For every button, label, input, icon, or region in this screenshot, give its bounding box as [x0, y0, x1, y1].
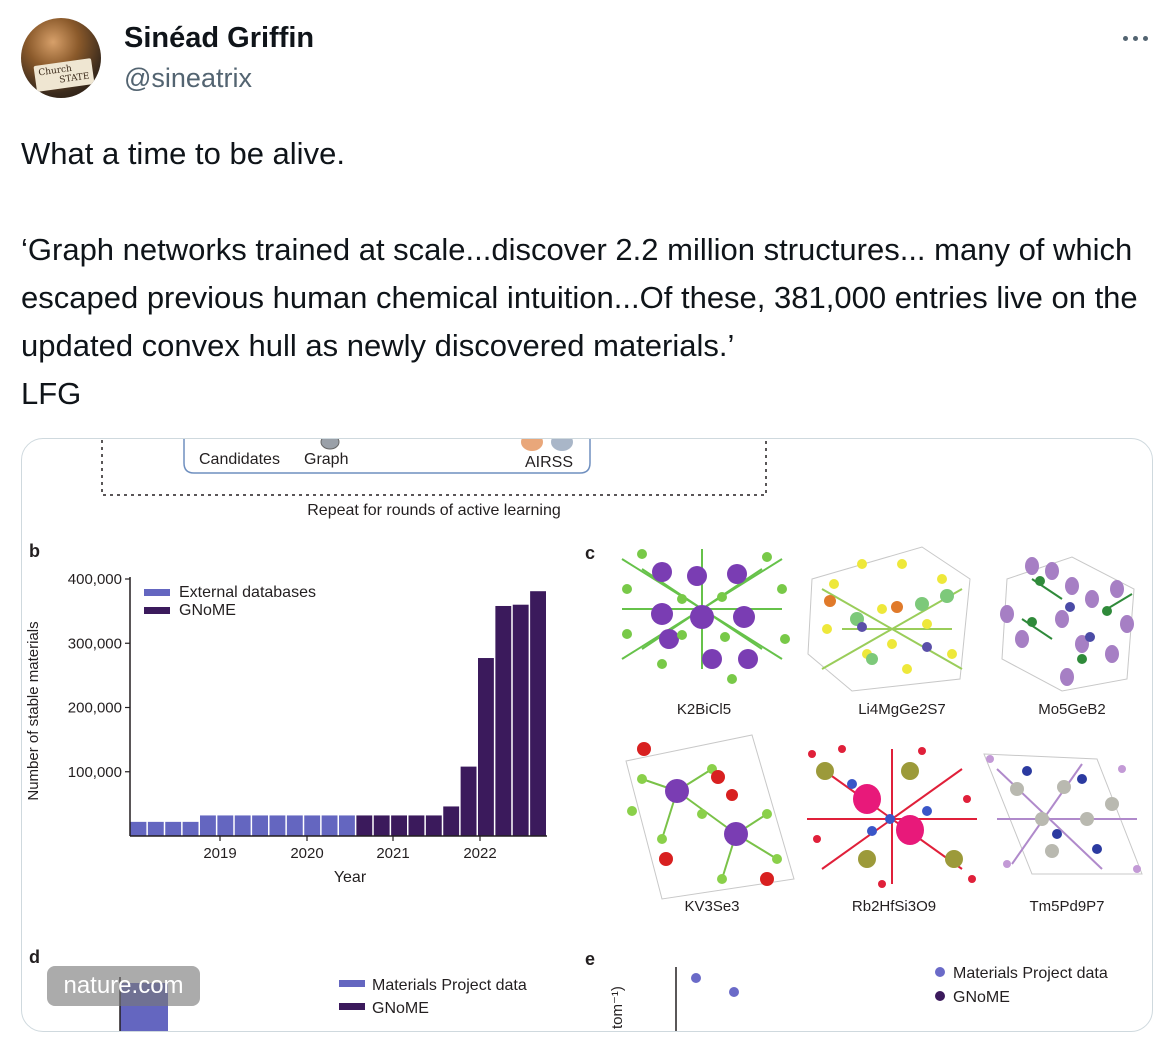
- author-avatar[interactable]: Church STATE: [21, 18, 101, 98]
- bar-external-1: [147, 821, 164, 836]
- crystal-mo5geb2-image: [1000, 556, 1135, 692]
- tweet-media-figure[interactable]: Candidates Graph AIRSS Repeat for rounds…: [21, 438, 1153, 1032]
- legend-swatch-1: [144, 607, 170, 614]
- legend-label-0: External databases: [179, 584, 316, 601]
- crystal-label-rb2hfsi3o9: Rb2HfSi3O9: [852, 898, 936, 915]
- nature-watermark: nature.com: [47, 966, 200, 1006]
- more-options-icon[interactable]: [1118, 26, 1152, 50]
- stable-materials-bar-chart: 100,000 200,000 300,000 400,000 2019 2020 2021…: [25, 571, 547, 886]
- crystal-label-tm5pd9p7: Tm5Pd9P7: [1029, 898, 1104, 915]
- y-axis-label: Number of stable materials: [25, 621, 42, 800]
- crystal-tm5pd9p7-image: [983, 753, 1143, 875]
- y-tick-label-0: 100,000: [68, 764, 122, 781]
- bar-external-12: [339, 815, 355, 836]
- active-learning-loop-box: [101, 439, 767, 496]
- bar-external-8: [269, 815, 286, 836]
- bar-gnome-18: [443, 806, 460, 836]
- bar-external-3: [182, 821, 199, 836]
- y-tick-label-2: 300,000: [68, 635, 122, 652]
- bar-external-4: [200, 815, 216, 836]
- label-candidates: Candidates: [199, 451, 280, 468]
- airss-grey-icon: [551, 439, 573, 451]
- panel-e-ylabel: tom⁻¹): [609, 986, 626, 1029]
- bar-gnome-22: [512, 604, 529, 836]
- panel-e-point-1: [691, 973, 701, 983]
- crystal-label-kv3se3: KV3Se3: [684, 898, 739, 915]
- airss-orange-icon: [521, 439, 543, 451]
- crystal-label-li4mgge2s7: Li4MgGe2S7: [858, 701, 946, 718]
- crystal-kv3se3-image: [625, 734, 795, 900]
- pipeline-box: [183, 439, 591, 474]
- panel-d-legend-swatch-gnome: [339, 1003, 365, 1010]
- panel-letter-d: d: [29, 947, 40, 967]
- panel-letter-e: e: [585, 949, 595, 969]
- label-graph: Graph: [304, 451, 348, 468]
- y-tick-label-3: 400,000: [68, 571, 122, 588]
- bar-gnome-21: [495, 605, 512, 836]
- bar-gnome-16: [408, 815, 425, 836]
- bar-external-10: [304, 815, 321, 836]
- crystal-rb2hfsi3o9-image: [807, 745, 977, 888]
- x-tick-label-2: 2021: [376, 845, 409, 862]
- bar-external-11: [321, 815, 338, 836]
- tweet-text: What a time to be alive. ‘Graph networks…: [21, 136, 1138, 411]
- bar-external-9: [286, 815, 303, 836]
- avatar-sign: Church STATE: [33, 58, 95, 92]
- label-airss: AIRSS: [525, 454, 573, 471]
- bar-gnome-19: [460, 766, 477, 836]
- legend-label-1: GNoME: [179, 602, 236, 619]
- author-name[interactable]: Sinéad Griffin: [124, 22, 315, 54]
- bar-external-5: [217, 815, 234, 836]
- bar-external-0: [130, 821, 147, 836]
- bar-gnome-15: [391, 815, 407, 836]
- panel-d-legend-gnome: GNoME: [372, 1000, 429, 1017]
- bar-gnome-13: [356, 815, 373, 836]
- crystal-label-mo5geb2: Mo5GeB2: [1038, 701, 1106, 718]
- figure-svg: Candidates Graph AIRSS Repeat for rounds…: [25, 439, 1143, 1031]
- crystal-li4mgge2s7-image: [807, 546, 971, 692]
- graph-node-icon: [320, 439, 340, 450]
- repeat-label: Repeat for rounds of active learning: [307, 502, 560, 519]
- panel-e-legend-gnome: GNoME: [953, 989, 1010, 1006]
- bar-external-2: [165, 821, 182, 836]
- bar-external-7: [252, 815, 268, 836]
- bar-gnome-17: [425, 815, 442, 836]
- bar-gnome-20: [478, 658, 494, 836]
- panel-letter-b: b: [29, 541, 40, 561]
- bar-gnome-14: [373, 815, 390, 836]
- author-handle[interactable]: @sineatrix: [124, 63, 252, 93]
- y-tick-label-1: 200,000: [68, 700, 122, 717]
- bar-external-6: [234, 815, 251, 836]
- panel-letter-c: c: [585, 543, 595, 563]
- panel-e-legend-dot-mp: [935, 967, 945, 977]
- panel-d-legend-mp: Materials Project data: [372, 977, 527, 994]
- x-tick-label-1: 2020: [290, 845, 323, 862]
- crystal-label-k2bicl5: K2BiCl5: [677, 701, 731, 718]
- panel-e-point-2: [729, 987, 739, 997]
- crystal-k2bicl5-image: [621, 549, 790, 684]
- panel-d-legend-swatch-mp: [339, 980, 365, 987]
- bar-gnome-23: [530, 591, 546, 836]
- legend-swatch-0: [144, 589, 170, 596]
- x-axis-label: Year: [334, 869, 367, 886]
- x-tick-label-3: 2022: [463, 845, 496, 862]
- panel-e-legend-dot-gnome: [935, 991, 945, 1001]
- x-tick-label-0: 2019: [203, 845, 236, 862]
- panel-e-legend-mp: Materials Project data: [953, 965, 1108, 982]
